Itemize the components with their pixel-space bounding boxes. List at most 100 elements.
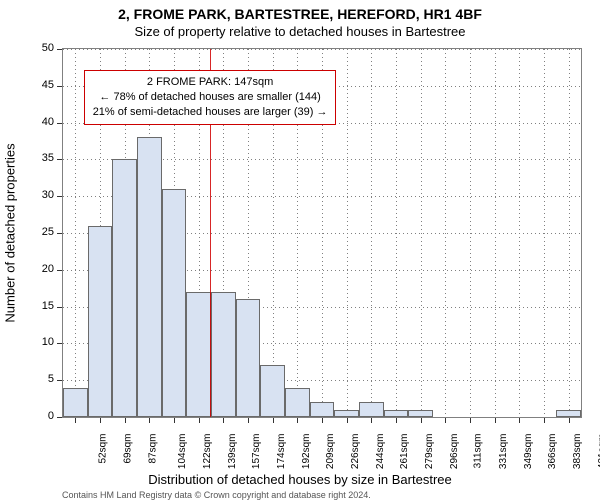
grid-dot [511,49,512,50]
grid-dot [491,307,492,308]
grid-dot [443,123,444,124]
grid-dot [519,365,520,366]
grid-dot [67,270,68,271]
grid-dot [539,380,540,381]
grid-dot [421,141,422,142]
grid-dot [279,159,280,160]
grid-dot [75,213,76,214]
grid-dot [199,129,200,130]
grid-dot [239,233,240,234]
grid-dot [287,159,288,160]
grid-dot [339,49,340,50]
grid-dot [359,233,360,234]
grid-dot [470,133,471,134]
grid-dot [75,97,76,98]
grid-dot [235,196,236,197]
grid-dot [569,345,570,346]
grid-dot [343,196,344,197]
grid-dot [355,86,356,87]
grid-dot [297,341,298,342]
grid-dot [322,249,323,250]
grid-dot [421,245,422,246]
grid-dot [271,307,272,308]
grid-dot [315,233,316,234]
grid-dot [470,213,471,214]
grid-dot [495,201,496,202]
grid-dot [347,285,348,286]
x-tick [569,418,570,423]
grid-dot [396,149,397,150]
grid-dot [347,173,348,174]
grid-dot [455,417,456,418]
grid-dot [339,343,340,344]
grid-dot [515,86,516,87]
grid-dot [470,257,471,258]
grid-dot [445,85,446,86]
grid-dot [315,380,316,381]
grid-dot [335,159,336,160]
grid-dot [322,293,323,294]
grid-dot [367,86,368,87]
grid-dot [569,297,570,298]
grid-dot [199,65,200,66]
grid-dot [411,307,412,308]
grid-dot [495,307,496,308]
grid-dot [495,57,496,58]
grid-dot [174,141,175,142]
grid-dot [231,417,232,418]
grid-dot [273,241,274,242]
grid-dot [327,343,328,344]
grid-dot [470,289,471,290]
grid-dot [445,309,446,310]
grid-dot [470,181,471,182]
grid-dot [75,149,76,150]
grid-dot [463,196,464,197]
grid-dot [147,417,148,418]
grid-dot [519,213,520,214]
grid-dot [347,125,348,126]
y-tick [57,196,62,197]
grid-dot [127,417,128,418]
grid-dot [371,141,372,142]
grid-dot [445,277,446,278]
grid-dot [531,159,532,160]
grid-dot [297,173,298,174]
grid-dot [445,241,446,242]
grid-dot [347,123,348,124]
grid-dot [322,281,323,282]
grid-dot [367,196,368,197]
grid-dot [511,417,512,418]
grid-dot [495,209,496,210]
grid-dot [396,321,397,322]
grid-dot [544,261,545,262]
grid-dot [248,277,249,278]
grid-dot [415,49,416,50]
grid-dot [467,49,468,50]
grid-dot [273,217,274,218]
grid-dot [463,49,464,50]
grid-dot [470,53,471,54]
grid-dot [443,196,444,197]
grid-dot [199,177,200,178]
grid-dot [519,125,520,126]
grid-dot [223,273,224,274]
grid-dot [396,317,397,318]
grid-dot [303,270,304,271]
grid-dot [515,343,516,344]
grid-dot [495,129,496,130]
grid-dot [470,277,471,278]
grid-dot [297,153,298,154]
grid-dot [445,185,446,186]
grid-dot [471,417,472,418]
grid-dot [199,209,200,210]
grid-dot [174,65,175,66]
grid-dot [297,325,298,326]
grid-dot [544,165,545,166]
grid-dot [421,73,422,74]
grid-dot [479,123,480,124]
grid-dot [273,285,274,286]
grid-dot [563,417,564,418]
grid-dot [519,57,520,58]
grid-dot [371,293,372,294]
grid-dot [569,317,570,318]
